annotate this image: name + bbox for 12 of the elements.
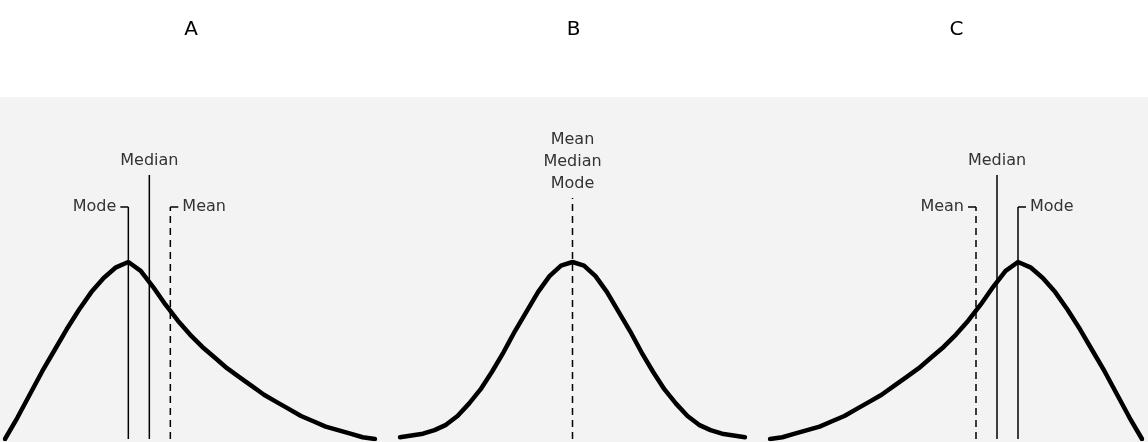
chart-title: B — [566, 16, 581, 41]
chart-title: C — [949, 16, 964, 41]
text: Mean — [182, 196, 226, 216]
chart-title: A — [184, 16, 199, 41]
text: Median — [543, 151, 602, 171]
text: Median — [967, 150, 1027, 170]
text: Mode — [1030, 196, 1074, 216]
text: Mean — [550, 129, 595, 149]
text: Mode — [550, 173, 595, 193]
text: Mode — [72, 196, 117, 216]
text: Mean — [920, 196, 964, 216]
text: Median — [120, 150, 179, 170]
